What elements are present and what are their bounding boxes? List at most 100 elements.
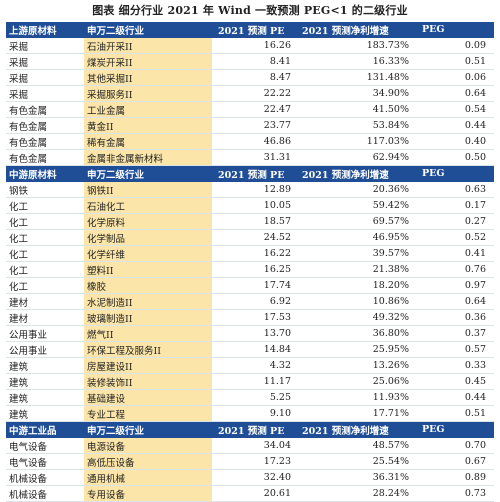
table-row: 有色金属 稀有金属 46.86 117.03% 0.40 (6, 133, 494, 150)
peg-cell: 0.36 (414, 309, 494, 326)
table-row: 建材 水泥制造II 6.92 10.86% 0.64 (6, 293, 494, 310)
category-cell: 电气设备 (6, 437, 84, 454)
table-row: 化工 塑料II 16.25 21.38% 0.76 (6, 261, 494, 278)
industry-cell: 煤炭开采II (84, 53, 212, 70)
pe-cell: 32.40 (212, 469, 296, 486)
category-cell: 建筑 (6, 389, 84, 406)
industry-cell: 钢铁II (84, 181, 212, 198)
category-cell: 建筑 (6, 373, 84, 390)
header-cell: PEG (414, 421, 494, 438)
industry-cell: 工业金属 (84, 101, 212, 118)
growth-cell: 49.32% (296, 309, 414, 326)
industry-cell: 专用设备 (84, 485, 212, 502)
growth-cell: 10.86% (296, 293, 414, 310)
category-cell: 化工 (6, 229, 84, 246)
industry-cell: 水泥制造II (84, 293, 212, 310)
growth-cell: 25.95% (296, 341, 414, 358)
table-row: 有色金属 工业金属 22.47 41.50% 0.54 (6, 101, 494, 118)
industry-cell: 金属非金属新材料 (84, 149, 212, 166)
pe-cell: 5.25 (212, 389, 296, 406)
category-cell: 建材 (6, 293, 84, 310)
pe-cell: 12.89 (212, 181, 296, 198)
category-cell: 建筑 (6, 405, 84, 422)
table-row: 化工 石油化工 10.05 59.42% 0.17 (6, 197, 494, 214)
industry-cell: 石油化工 (84, 197, 212, 214)
growth-cell: 28.24% (296, 485, 414, 502)
pe-cell: 13.70 (212, 325, 296, 342)
section-header-row: 中游原材料 申万二级行业 2021 预测 PE 2021 预测净利增速 PEG (6, 165, 494, 182)
peg-cell: 0.09 (414, 37, 494, 54)
growth-cell: 183.73% (296, 37, 414, 54)
header-cell: 2021 预测 PE (212, 421, 296, 438)
pe-cell: 24.52 (212, 229, 296, 246)
table-row: 采掘 采掘服务II 22.22 34.90% 0.64 (6, 85, 494, 102)
growth-cell: 48.57% (296, 437, 414, 454)
growth-cell: 25.54% (296, 453, 414, 470)
industry-cell: 玻璃制造II (84, 309, 212, 326)
category-cell: 化工 (6, 261, 84, 278)
peg-cell: 0.45 (414, 373, 494, 390)
peg-cell: 0.27 (414, 213, 494, 230)
pe-cell: 8.41 (212, 53, 296, 70)
pe-cell: 46.86 (212, 133, 296, 150)
category-cell: 采掘 (6, 85, 84, 102)
pe-cell: 23.77 (212, 117, 296, 134)
industry-cell: 稀有金属 (84, 133, 212, 150)
header-cell: 2021 预测 PE (212, 165, 296, 182)
category-cell: 机械设备 (6, 485, 84, 502)
table-row: 建筑 装修装饰II 11.17 25.06% 0.45 (6, 373, 494, 390)
industry-cell: 电源设备 (84, 437, 212, 454)
category-cell: 有色金属 (6, 133, 84, 150)
industry-cell: 黄金II (84, 117, 212, 134)
pe-cell: 22.22 (212, 85, 296, 102)
growth-cell: 16.33% (296, 53, 414, 70)
category-cell: 化工 (6, 197, 84, 214)
table-row: 采掘 石油开采II 16.26 183.73% 0.09 (6, 37, 494, 54)
growth-cell: 11.93% (296, 389, 414, 406)
pe-cell: 31.31 (212, 149, 296, 166)
peg-cell: 0.54 (414, 101, 494, 118)
peg-table: 上游原材料 申万二级行业 2021 预测 PE 2021 预测净利增速 PEG 采掘 石油开… (6, 22, 494, 502)
header-cell: 申万二级行业 (84, 421, 212, 438)
growth-cell: 46.95% (296, 229, 414, 246)
growth-cell: 131.48% (296, 69, 414, 86)
industry-cell: 塑料II (84, 261, 212, 278)
table-row: 采掘 其他采掘II 8.47 131.48% 0.06 (6, 69, 494, 86)
table-row: 机械设备 通用机械 32.40 36.31% 0.89 (6, 469, 494, 486)
header-cell: 2021 预测 PE (212, 22, 296, 38)
growth-cell: 13.26% (296, 357, 414, 374)
industry-cell: 高低压设备 (84, 453, 212, 470)
industry-cell: 采掘服务II (84, 85, 212, 102)
growth-cell: 53.84% (296, 117, 414, 134)
table-row: 有色金属 金属非金属新材料 31.31 62.94% 0.50 (6, 149, 494, 166)
header-cell: PEG (414, 22, 494, 38)
pe-cell: 10.05 (212, 197, 296, 214)
pe-cell: 20.61 (212, 485, 296, 502)
industry-cell: 石油开采II (84, 37, 212, 54)
pe-cell: 6.92 (212, 293, 296, 310)
peg-cell: 0.70 (414, 437, 494, 454)
header-cell: 2021 预测净利增速 (296, 165, 414, 182)
peg-cell: 0.33 (414, 357, 494, 374)
peg-cell: 0.64 (414, 85, 494, 102)
table-row: 电气设备 电源设备 34.04 48.57% 0.70 (6, 437, 494, 454)
industry-cell: 橡胶 (84, 277, 212, 294)
industry-cell: 通用机械 (84, 469, 212, 486)
growth-cell: 20.36% (296, 181, 414, 198)
category-cell: 有色金属 (6, 149, 84, 166)
peg-cell: 0.37 (414, 325, 494, 342)
peg-cell: 0.44 (414, 117, 494, 134)
category-cell: 采掘 (6, 69, 84, 86)
peg-cell: 0.89 (414, 469, 494, 486)
category-cell: 机械设备 (6, 469, 84, 486)
peg-cell: 0.64 (414, 293, 494, 310)
section-header-row: 中游工业品 申万二级行业 2021 预测 PE 2021 预测净利增速 PEG (6, 421, 494, 438)
industry-cell: 房屋建设II (84, 357, 212, 374)
growth-cell: 41.50% (296, 101, 414, 118)
pe-cell: 17.23 (212, 453, 296, 470)
table-row: 钢铁 钢铁II 12.89 20.36% 0.63 (6, 181, 494, 198)
growth-cell: 21.38% (296, 261, 414, 278)
table-row: 公用事业 环保工程及服务II 14.84 25.95% 0.57 (6, 341, 494, 358)
table-row: 建材 玻璃制造II 17.53 49.32% 0.36 (6, 309, 494, 326)
category-cell: 化工 (6, 213, 84, 230)
